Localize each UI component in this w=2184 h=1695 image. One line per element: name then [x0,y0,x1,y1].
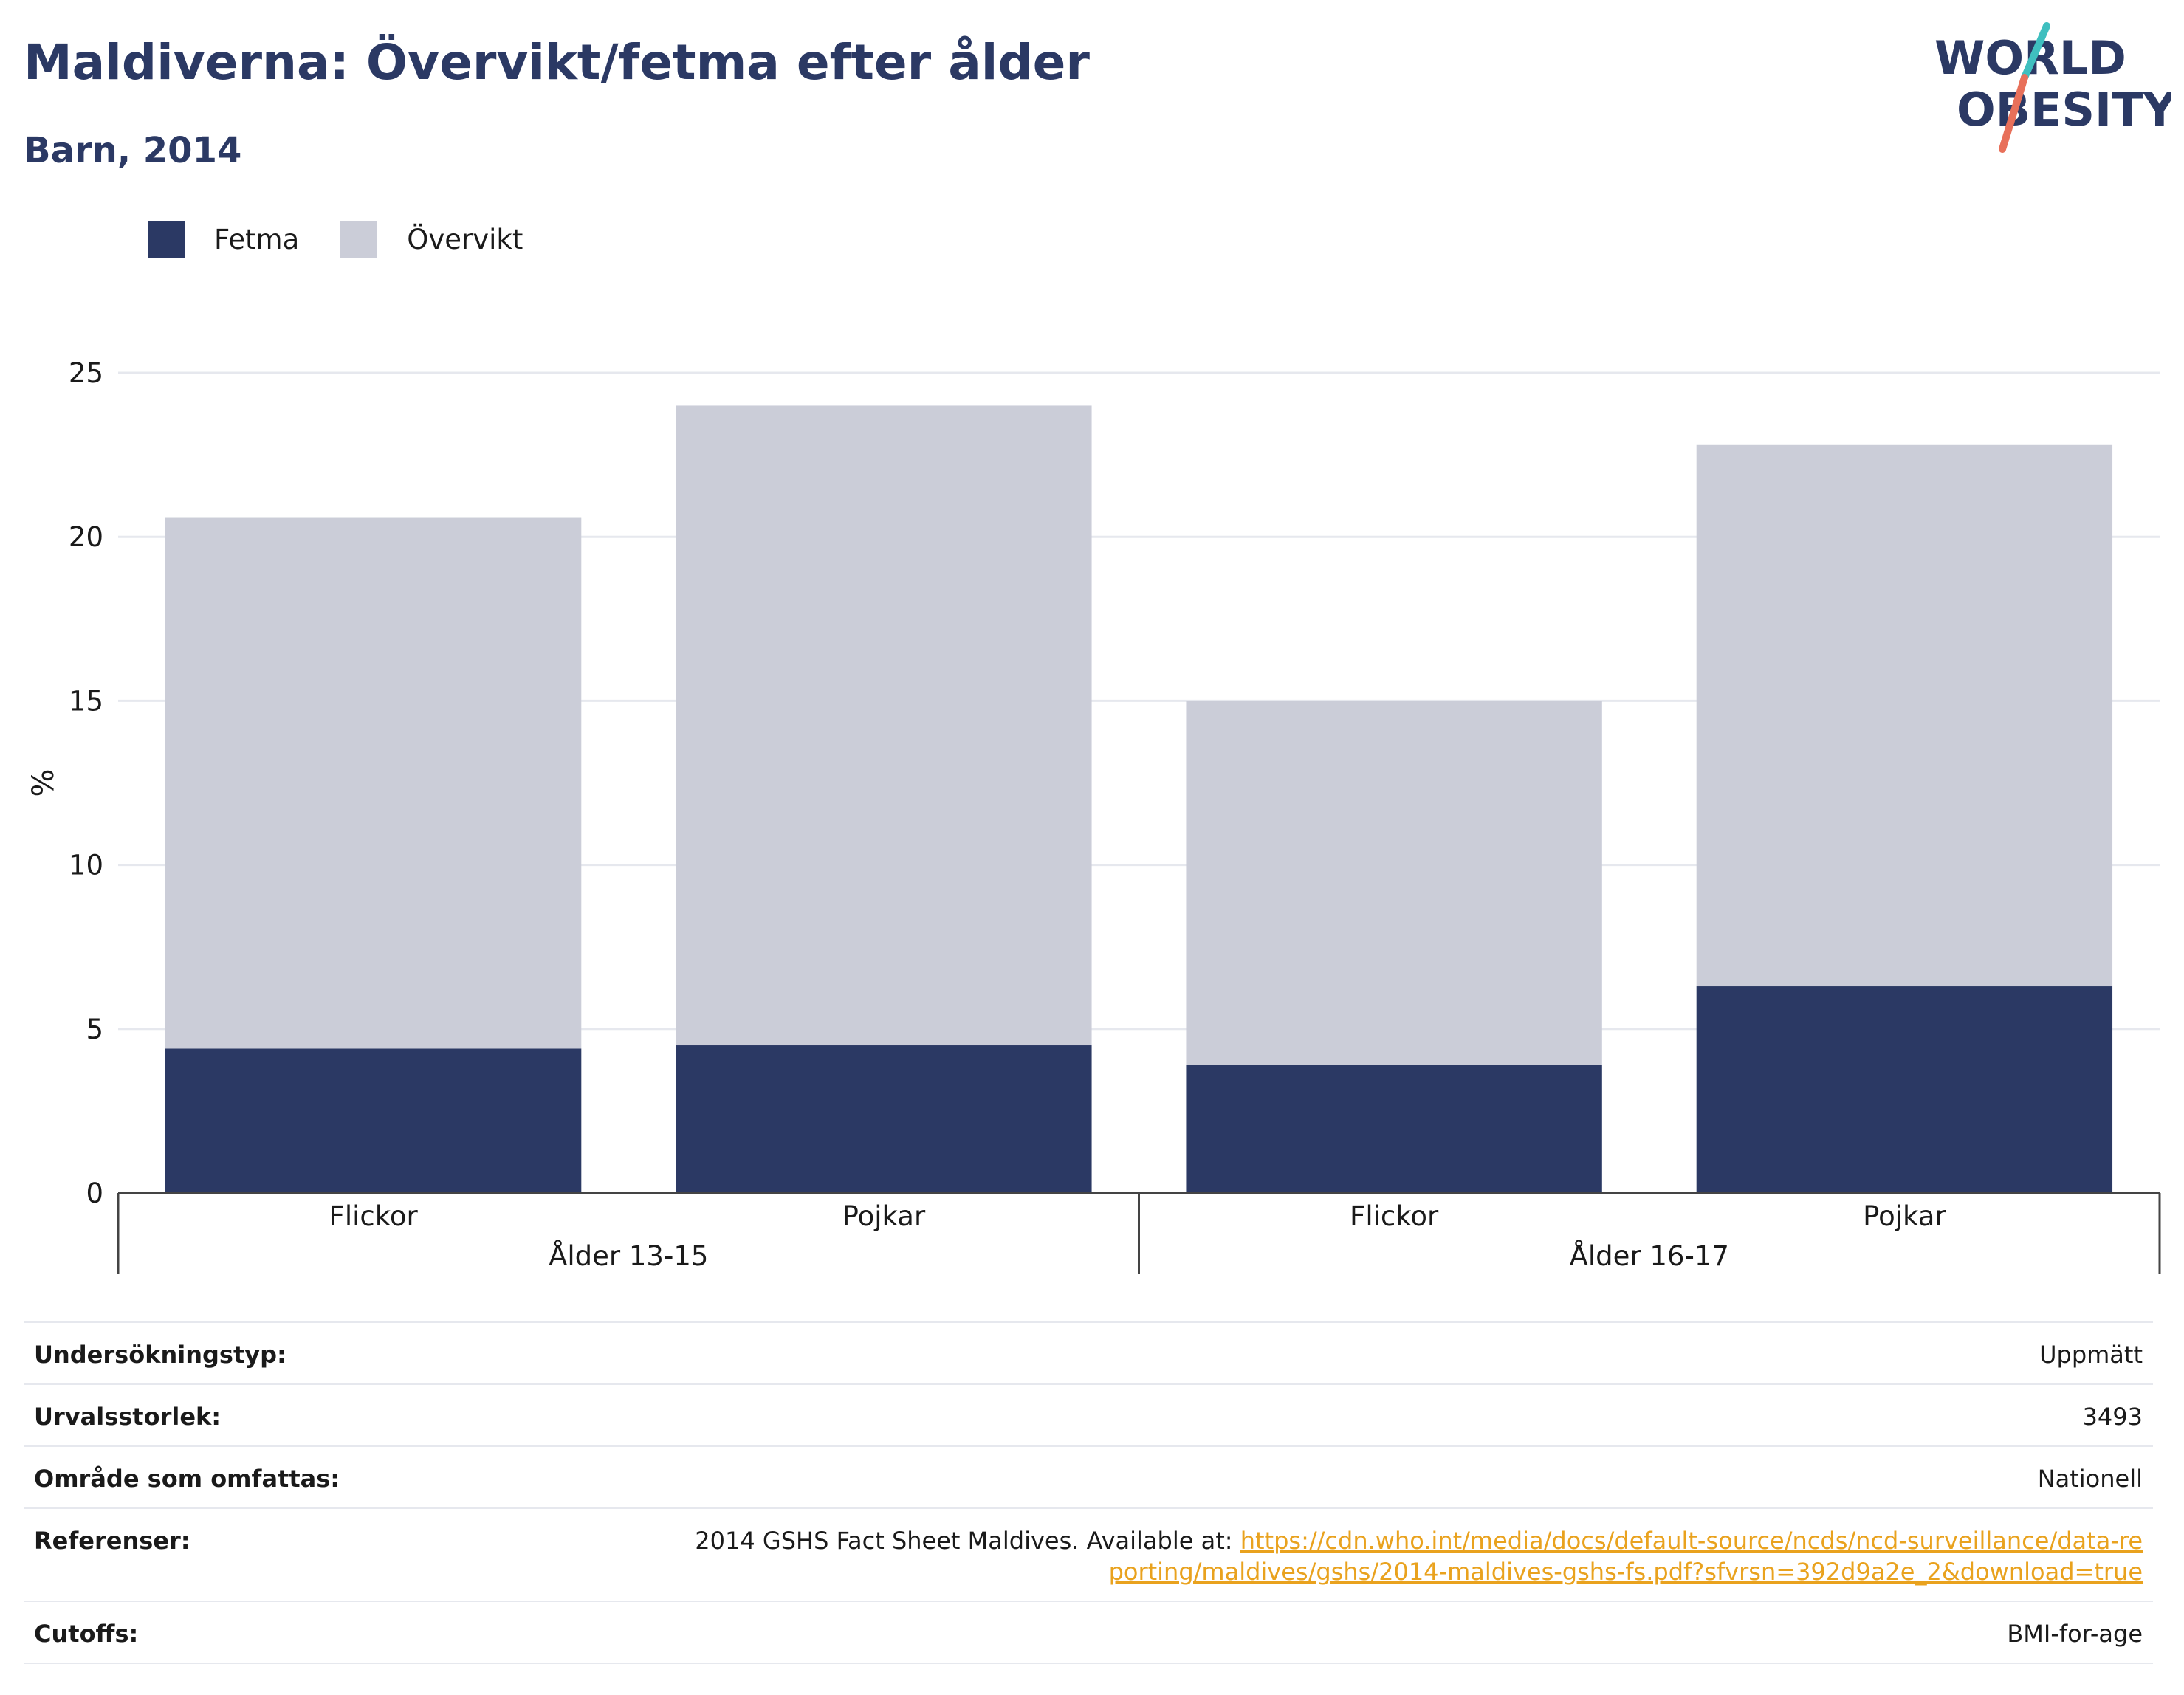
x-group-label: Ålder 16-17 [1570,1240,1729,1272]
world-obesity-logo: WORLD OBESITY [1934,22,2171,153]
y-tick-label: 15 [69,685,103,717]
x-group-label: Ålder 13-15 [549,1240,708,1272]
x-tick-label: Pojkar [1863,1200,1946,1232]
x-tick-label: Flickor [329,1200,419,1232]
survey-info-table: Undersökningstyp: Uppmätt Urvalsstorlek:… [24,1321,2153,1664]
info-label: Cutoffs: [34,1620,139,1648]
y-tick-label: 5 [86,1014,103,1045]
info-row-coverage: Område som omfattas: Nationell [24,1447,2153,1509]
y-tick-label: 10 [69,850,103,881]
info-label: Urvalsstorlek: [34,1403,222,1431]
bar-overvikt [165,517,582,1049]
info-value: BMI-for-age [2007,1620,2143,1648]
chart-legend: Fetma Övervikt [148,219,564,260]
info-row-references: Referenser: 2014 GSHS Fact Sheet Maldive… [24,1509,2153,1602]
info-value: 3493 [2082,1403,2143,1431]
bar-fetma [165,1048,582,1193]
page-subtitle: Barn, 2014 [24,130,242,171]
info-row-cutoffs: Cutoffs: BMI-for-age [24,1602,2153,1664]
info-label: Område som omfattas: [34,1465,340,1493]
reference-link[interactable]: https://cdn.who.int/media/docs/default-s… [1108,1527,2143,1586]
reference-text: 2014 GSHS Fact Sheet Maldives. Available… [695,1527,1240,1555]
info-row-survey-type: Undersökningstyp: Uppmätt [24,1321,2153,1385]
info-value: Nationell [2037,1465,2143,1493]
info-value: Uppmätt [2039,1341,2143,1369]
legend-item-overvikt[interactable]: Övervikt [340,221,523,258]
x-tick-label: Pojkar [842,1200,926,1232]
y-tick-label: 25 [69,357,103,389]
info-label: Referenser: [34,1527,190,1555]
bar-fetma [1696,986,2113,1193]
y-axis-title: % [27,769,61,797]
bar-overvikt [1696,444,2113,987]
y-tick-label: 20 [69,521,103,553]
legend-item-fetma[interactable]: Fetma [148,221,299,258]
bar-overvikt [1186,701,1602,1065]
info-value: 2014 GSHS Fact Sheet Maldives. Available… [681,1525,2143,1587]
page-title: Maldiverna: Övervikt/fetma efter ålder [24,34,1090,91]
bar-overvikt [676,405,1092,1046]
legend-label-fetma: Fetma [214,223,300,255]
info-label: Undersökningstyp: [34,1341,286,1369]
legend-swatch-overvikt [340,221,378,258]
x-tick-label: Flickor [1350,1200,1439,1232]
logo-slash-coral [1999,74,2028,153]
legend-swatch-fetma [148,221,185,258]
logo-line2: OBESITY [1957,83,2171,137]
logo-slash-teal [2021,22,2050,81]
bar-fetma [676,1045,1092,1193]
stacked-bar-chart: 0 5 10 15 20 25% Flickor Pojkar Flickor Pojkar Åld… [27,357,2161,1274]
bar-fetma [1186,1065,1602,1193]
legend-label-overvikt: Övervikt [407,223,523,255]
info-row-sample-size: Urvalsstorlek: 3493 [24,1385,2153,1447]
y-tick-label: 0 [86,1177,103,1209]
